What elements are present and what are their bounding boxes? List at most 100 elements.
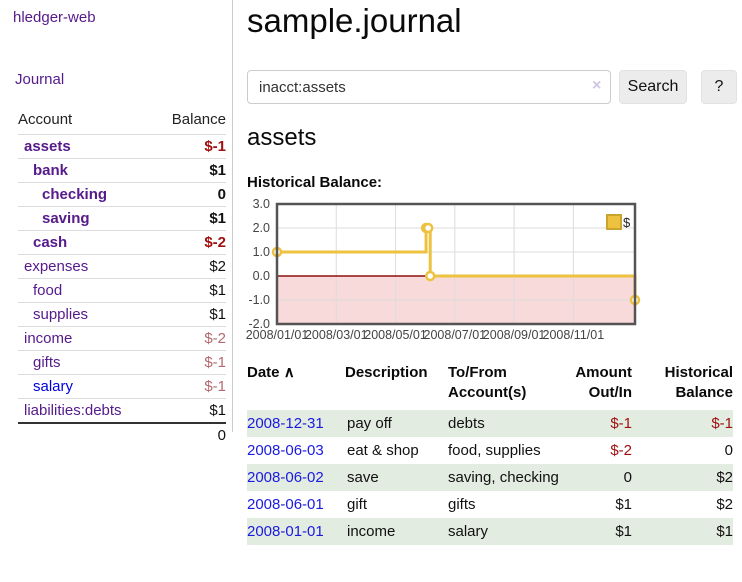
- account-link-gifts[interactable]: gifts: [33, 354, 61, 371]
- account-balance: $1: [209, 282, 226, 299]
- chart-title: Historical Balance:: [247, 174, 383, 191]
- account-link-checking[interactable]: checking: [42, 186, 108, 203]
- account-link-liabilities-debts[interactable]: liabilities:debts: [24, 402, 122, 419]
- transaction-amount: $-1: [610, 415, 632, 432]
- historical-balance-chart: $3.0 2.0 1.0 0.0 -1.0 -2.0 2008/01/01 2008/03/0…: [240, 196, 742, 346]
- account-row: checking 0: [18, 182, 226, 206]
- account-heading: assets: [247, 124, 317, 151]
- balance-column-header: Historical Balance: [664, 364, 733, 401]
- transaction-date-link[interactable]: 2008-01-01: [247, 523, 324, 540]
- app-brand-link[interactable]: hledger-web: [13, 9, 96, 26]
- transaction-balance: $1: [716, 523, 733, 540]
- svg-text:0.0: 0.0: [253, 269, 270, 283]
- svg-text:-1.0: -1.0: [248, 293, 270, 307]
- svg-text:2008/01/01: 2008/01/01: [246, 328, 309, 342]
- sidebar-divider: [232, 0, 233, 432]
- account-row: liabilities:debts $1: [18, 398, 226, 422]
- balance-column-header: Balance: [171, 111, 226, 128]
- sort-ascending-icon: ∧: [283, 364, 295, 381]
- svg-text:2.0: 2.0: [253, 221, 270, 235]
- account-link-salary[interactable]: salary: [33, 378, 74, 395]
- accounts-table-header: Account Balance: [18, 108, 226, 134]
- transaction-row: 2008-06-03 eat & shop food, supplies $-2 0: [247, 437, 733, 464]
- transaction-row: 2008-06-02 save saving, checking 0 $2: [247, 464, 733, 491]
- transaction-description: save: [347, 469, 379, 486]
- account-link-bank[interactable]: bank: [33, 162, 69, 179]
- transaction-date-link[interactable]: 2008-06-03: [247, 442, 324, 459]
- account-link-expenses[interactable]: expenses: [24, 258, 89, 275]
- search-input[interactable]: [247, 70, 611, 104]
- transaction-balance: 0: [724, 442, 733, 459]
- svg-text:2008/11/01: 2008/11/01: [543, 328, 605, 342]
- transaction-accounts: saving, checking: [448, 469, 559, 486]
- account-balance: $-1: [204, 354, 226, 371]
- clear-search-icon[interactable]: ×: [592, 77, 602, 94]
- svg-text:2008/03/01: 2008/03/01: [305, 328, 368, 342]
- account-balance: $1: [209, 210, 226, 227]
- account-balance: $-1: [204, 378, 226, 395]
- account-link-saving[interactable]: saving: [42, 210, 90, 227]
- accounts-total-row: 0: [18, 422, 226, 446]
- transaction-date-link[interactable]: 2008-06-02: [247, 469, 324, 486]
- account-balance: $2: [209, 258, 226, 275]
- transaction-description: income: [347, 523, 396, 540]
- account-row: expenses $2: [18, 254, 226, 278]
- account-row: supplies $1: [18, 302, 226, 326]
- account-balance: $1: [209, 306, 226, 323]
- account-balance: $-2: [204, 234, 226, 251]
- account-balance: $1: [209, 402, 226, 419]
- transaction-amount: $-2: [610, 442, 632, 459]
- account-row: cash $-2: [18, 230, 226, 254]
- transaction-accounts: gifts: [448, 496, 476, 513]
- register-table: Date ∧ Description To/From Account(s) Am…: [247, 361, 733, 545]
- transaction-accounts: salary: [448, 523, 489, 540]
- account-row: salary $-1: [18, 374, 226, 398]
- account-link-food[interactable]: food: [33, 282, 63, 299]
- transaction-description: pay off: [347, 415, 392, 432]
- transaction-description: gift: [347, 496, 368, 513]
- transaction-accounts: food, supplies: [448, 442, 541, 459]
- account-link-cash[interactable]: cash: [33, 234, 68, 251]
- search-button[interactable]: Search: [619, 70, 687, 104]
- account-row: assets $-1: [18, 134, 226, 158]
- transaction-amount: $1: [615, 523, 632, 540]
- description-column-header: Description: [345, 364, 428, 381]
- tofrom-column-header: To/From Account(s): [448, 364, 527, 401]
- sidebar-item-journal[interactable]: Journal: [15, 71, 65, 88]
- account-row: bank $1: [18, 158, 226, 182]
- transaction-date-link[interactable]: 2008-12-31: [247, 415, 324, 432]
- account-row: gifts $-1: [18, 350, 226, 374]
- page-title: sample.journal: [247, 2, 462, 39]
- transaction-accounts: debts: [448, 415, 485, 432]
- transaction-date-link[interactable]: 2008-06-01: [247, 496, 324, 513]
- transaction-balance: $2: [716, 496, 733, 513]
- svg-text:1.0: 1.0: [253, 245, 270, 259]
- svg-text:2008/05/01: 2008/05/01: [364, 328, 427, 342]
- transaction-row: 2008-12-31 pay off debts $-1 $-1: [247, 410, 733, 437]
- transaction-amount: $1: [615, 496, 632, 513]
- transaction-description: eat & shop: [347, 442, 419, 459]
- accounts-total-value: 0: [217, 427, 226, 444]
- account-row: income $-2: [18, 326, 226, 350]
- svg-text:3.0: 3.0: [253, 197, 270, 211]
- account-link-income[interactable]: income: [24, 330, 73, 347]
- account-link-supplies[interactable]: supplies: [33, 306, 89, 323]
- help-button[interactable]: ?: [701, 70, 737, 104]
- chart-canvas: $3.0 2.0 1.0 0.0 -1.0 -2.02008/01/012008/03/0…: [246, 197, 641, 342]
- register-header-row: Date ∧ Description To/From Account(s) Am…: [247, 361, 733, 410]
- transaction-row: 2008-01-01 income salary $1 $1: [247, 518, 733, 545]
- date-column-header[interactable]: Date ∧: [247, 364, 295, 381]
- account-balance: $-2: [204, 330, 226, 347]
- transaction-balance: $2: [716, 469, 733, 486]
- account-balance: 0: [217, 186, 226, 203]
- accounts-panel: Account Balance assets $-1 bank $1 checking 0…: [18, 108, 226, 446]
- svg-text:2008/07/01: 2008/07/01: [424, 328, 487, 342]
- amount-column-header: Amount Out/In: [575, 364, 632, 401]
- account-row: saving $1: [18, 206, 226, 230]
- account-column-header: Account: [18, 111, 73, 128]
- svg-text:$: $: [623, 215, 631, 230]
- account-balance: $1: [209, 162, 226, 179]
- svg-text:-2.0: -2.0: [248, 317, 270, 331]
- account-link-assets[interactable]: assets: [24, 138, 71, 155]
